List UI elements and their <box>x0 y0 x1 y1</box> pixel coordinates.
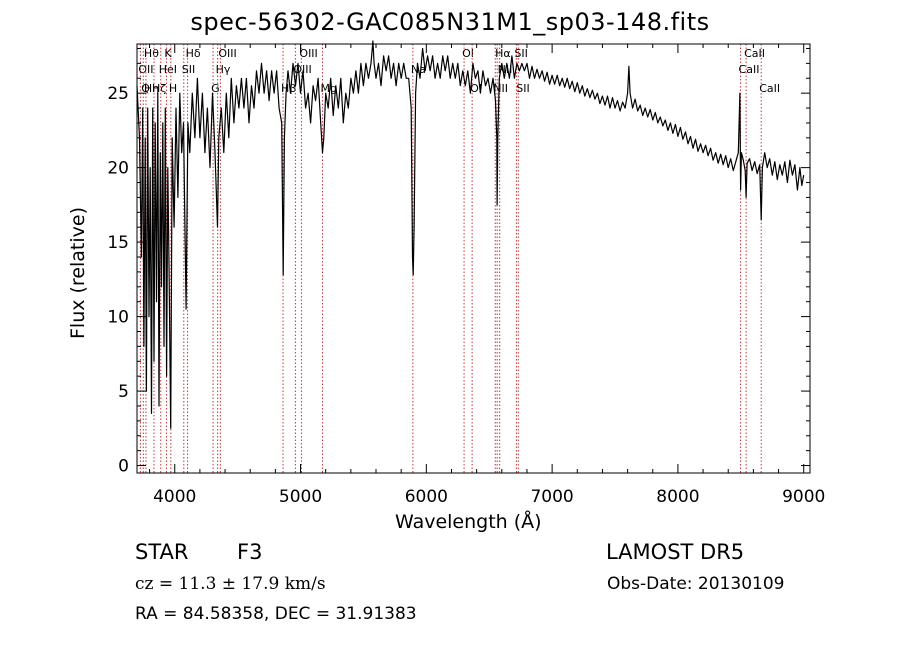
y-tick-label: 10 <box>107 308 129 328</box>
x-tick-label: 4000 <box>153 487 196 507</box>
observation-date: Obs-Date: 20130109 <box>607 574 785 594</box>
coordinates: RA = 84.58358, DEC = 31.91383 <box>135 604 417 624</box>
chart-title: spec-56302-GAC085N31M1_sp03-148.fits <box>190 8 710 36</box>
x-tick-label: 9000 <box>782 487 825 507</box>
line-label: OI <box>470 82 482 95</box>
x-tick-label: 8000 <box>656 487 699 507</box>
line-label: HeI <box>159 63 177 76</box>
line-label: Hβ <box>281 82 296 95</box>
line-label: SII <box>514 47 527 60</box>
line-label: CaII <box>759 82 780 95</box>
x-tick-label: 5000 <box>279 487 322 507</box>
x-axis-label: Wavelength (Å) <box>395 511 542 533</box>
survey-name: LAMOST DR5 <box>606 540 745 564</box>
line-label: Hθ <box>144 47 159 60</box>
line-label: SII <box>516 82 529 95</box>
y-tick-label: 0 <box>118 457 129 477</box>
line-label: H <box>169 82 177 95</box>
line-label: Hη <box>144 82 159 95</box>
line-label: K <box>164 47 172 60</box>
line-label: NII <box>493 82 508 95</box>
line-label: Hγ <box>216 63 231 76</box>
y-tick-label: 25 <box>107 84 129 104</box>
line-label: CaII <box>739 63 760 76</box>
line-label: OIII <box>218 47 236 60</box>
plot-frame <box>136 43 811 474</box>
x-tick-label: 6000 <box>405 487 448 507</box>
spectral-subclass: F3 <box>237 540 263 564</box>
redshift-velocity: cz = 11.3 ± 17.9 km/s <box>135 574 326 594</box>
y-tick-label: 20 <box>107 159 129 179</box>
y-axis-label: Flux (relative) <box>67 206 89 340</box>
y-tick-label: 15 <box>107 233 129 253</box>
x-tick-label: 7000 <box>530 487 573 507</box>
line-label: Q <box>141 82 150 95</box>
line-label: Hζ <box>152 82 166 95</box>
line-label: Hα <box>495 47 511 60</box>
object-class: STAR <box>135 540 189 564</box>
line-label: CaII <box>744 47 765 60</box>
line-label: SII <box>182 63 195 76</box>
line-label: G <box>211 82 220 95</box>
y-tick-label: 5 <box>118 382 129 402</box>
spectrum-line <box>136 40 805 429</box>
line-label: Hδ <box>186 47 201 60</box>
line-label: Mg <box>321 82 337 95</box>
line-label: OI <box>462 47 474 60</box>
line-label: OIII <box>299 47 317 60</box>
